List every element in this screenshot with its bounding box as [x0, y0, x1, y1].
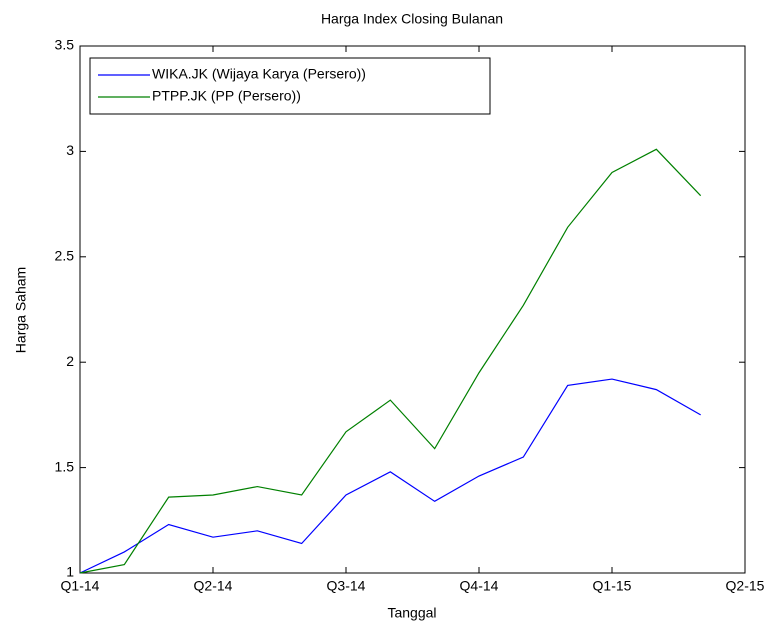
- legend-box: [89, 57, 491, 115]
- x-tick-label: Q2-15: [726, 578, 765, 594]
- y-tick-label: 3: [66, 142, 74, 158]
- x-tick-label: Q2-14: [194, 578, 233, 594]
- legend-label: PTPP.JK (PP (Persero)): [152, 88, 301, 104]
- x-tick-label: Q4-14: [460, 578, 499, 594]
- x-axis-label: Tanggal: [387, 605, 436, 621]
- y-tick-label: 2: [66, 353, 74, 369]
- x-tick-label: Q1-15: [593, 578, 632, 594]
- series-line: [79, 378, 701, 574]
- legend-label: WIKA.JK (Wijaya Karya (Persero)): [152, 66, 366, 82]
- plot-area: [79, 45, 746, 574]
- chart-title: Harga Index Closing Bulanan: [321, 11, 503, 27]
- x-tick-label: Q1-14: [61, 578, 100, 594]
- x-tick-label: Q3-14: [327, 578, 366, 594]
- y-tick-label: 2.5: [55, 248, 75, 264]
- y-axis-label: Harga Saham: [13, 267, 29, 353]
- y-tick-label: 1: [66, 564, 74, 580]
- y-tick-label: 3.5: [55, 37, 75, 53]
- y-tick-label: 1.5: [55, 458, 75, 474]
- series-line: [79, 148, 702, 574]
